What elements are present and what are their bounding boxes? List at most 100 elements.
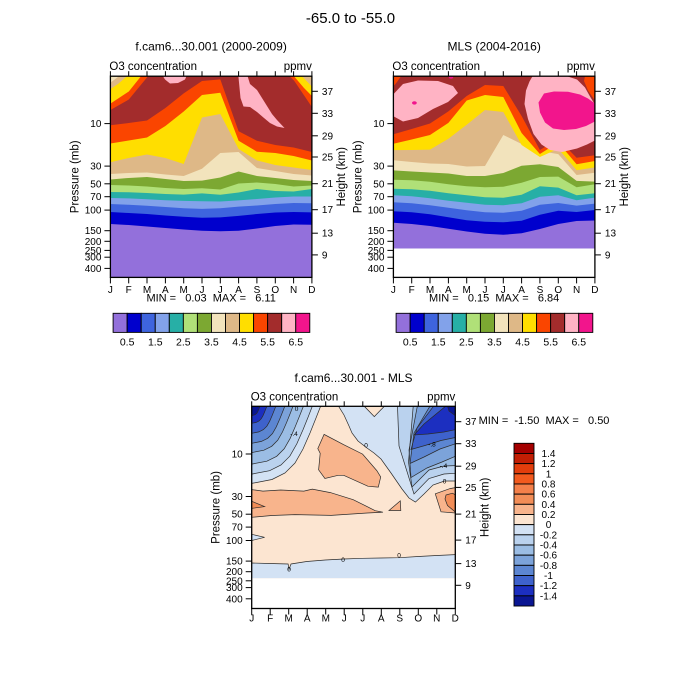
svg-text:F: F [267,614,273,625]
svg-text:J: J [360,614,365,625]
svg-text:-1: -1 [544,571,553,582]
svg-text:150: 150 [85,226,102,237]
svg-text:33: 33 [465,439,477,450]
svg-text:10: 10 [373,119,385,130]
svg-text:100: 100 [368,206,385,217]
svg-text:-.4: -.4 [440,463,448,470]
svg-text:9: 9 [605,250,611,261]
svg-text:1.5: 1.5 [431,337,446,349]
svg-text:Height (km): Height (km) [479,478,491,538]
svg-text:1.5: 1.5 [148,337,163,349]
svg-text:300: 300 [368,253,385,264]
svg-text:f.cam6...30.001 (2000-2009): f.cam6...30.001 (2000-2009) [135,40,286,54]
svg-text:J: J [218,285,223,296]
svg-text:O3 concentration: O3 concentration [109,61,197,73]
svg-text:70: 70 [373,192,385,203]
svg-text:33: 33 [322,109,334,120]
svg-text:100: 100 [226,536,243,547]
svg-text:F: F [409,285,415,296]
svg-text:2.5: 2.5 [459,337,474,349]
svg-text:0: 0 [364,443,368,450]
svg-text:29: 29 [322,131,334,142]
svg-text:Pressure (mb): Pressure (mb) [69,140,81,213]
svg-text:J: J [391,285,396,296]
svg-text:S: S [537,285,544,296]
svg-text:-0.4: -0.4 [540,541,558,552]
svg-text:21: 21 [465,510,477,521]
svg-text:50: 50 [373,179,385,190]
svg-text:-0.6: -0.6 [540,551,558,562]
svg-text:400: 400 [368,264,385,275]
svg-text:-0.2: -0.2 [540,530,558,541]
svg-text:10: 10 [90,119,102,130]
svg-text:J: J [108,285,113,296]
svg-text:D: D [308,285,315,296]
svg-text:0.5: 0.5 [403,337,418,349]
svg-text:13: 13 [605,229,617,240]
svg-text:f.cam6...30.001 - MLS: f.cam6...30.001 - MLS [294,371,412,385]
svg-text:D: D [591,285,598,296]
svg-text:200: 200 [368,237,385,248]
svg-text:17: 17 [605,205,617,216]
svg-text:37: 37 [465,417,477,428]
svg-text:Height (km): Height (km) [619,147,631,207]
svg-text:200: 200 [226,567,243,578]
svg-text:N: N [573,285,580,296]
svg-text:A: A [304,614,311,625]
svg-text:J: J [482,285,487,296]
svg-text:0: 0 [341,557,345,564]
svg-text:25: 25 [322,153,334,164]
svg-text:29: 29 [605,131,617,142]
svg-text:O: O [554,285,562,296]
svg-text:-0.8: -0.8 [540,561,558,572]
svg-text:0: 0 [443,479,447,486]
svg-text:J: J [199,285,204,296]
svg-text:4.5: 4.5 [232,337,247,349]
svg-text:0.8: 0.8 [542,479,556,490]
svg-text:70: 70 [90,192,102,203]
svg-text:2.5: 2.5 [176,337,191,349]
svg-text:250: 250 [368,246,385,257]
svg-text:70: 70 [232,523,244,534]
svg-text:400: 400 [226,594,243,605]
svg-text:ppmv: ppmv [284,61,312,73]
svg-text:Pressure (mb): Pressure (mb) [211,471,223,544]
svg-text:MLS (2004-2016): MLS (2004-2016) [447,40,540,54]
svg-text:O3 concentration: O3 concentration [392,61,480,73]
svg-text:1.2: 1.2 [542,459,556,470]
svg-text:30: 30 [232,492,244,503]
svg-text:S: S [254,285,261,296]
svg-text:21: 21 [322,179,334,190]
svg-text:9: 9 [465,581,471,592]
svg-text:0: 0 [287,567,291,574]
svg-text:250: 250 [226,576,243,587]
svg-text:Height (km): Height (km) [336,147,348,207]
svg-text:200: 200 [85,237,102,248]
svg-text:6.5: 6.5 [571,337,586,349]
svg-text:O3 concentration: O3 concentration [251,391,339,403]
svg-text:A: A [378,614,385,625]
svg-text:100: 100 [85,206,102,217]
svg-text:M: M [426,285,434,296]
svg-text:29: 29 [465,462,477,473]
svg-text:ppmv: ppmv [427,391,455,403]
svg-text:150: 150 [368,226,385,237]
svg-text:21: 21 [605,179,617,190]
svg-text:0.5: 0.5 [120,337,135,349]
svg-text:250: 250 [85,246,102,257]
svg-text:17: 17 [322,205,334,216]
svg-text:37: 37 [605,87,617,98]
svg-text:M: M [180,285,188,296]
svg-text:50: 50 [90,179,102,190]
svg-text:150: 150 [226,557,243,568]
svg-text:0: 0 [295,406,299,413]
svg-text:0.4: 0.4 [542,500,556,511]
svg-text:0.2: 0.2 [542,510,556,521]
svg-text:300: 300 [226,583,243,594]
svg-text:5.5: 5.5 [543,337,558,349]
svg-text:M: M [322,614,330,625]
svg-text:ppmv: ppmv [567,61,595,73]
svg-text:0: 0 [397,553,401,560]
svg-text:A: A [235,285,242,296]
svg-text:D: D [452,614,459,625]
